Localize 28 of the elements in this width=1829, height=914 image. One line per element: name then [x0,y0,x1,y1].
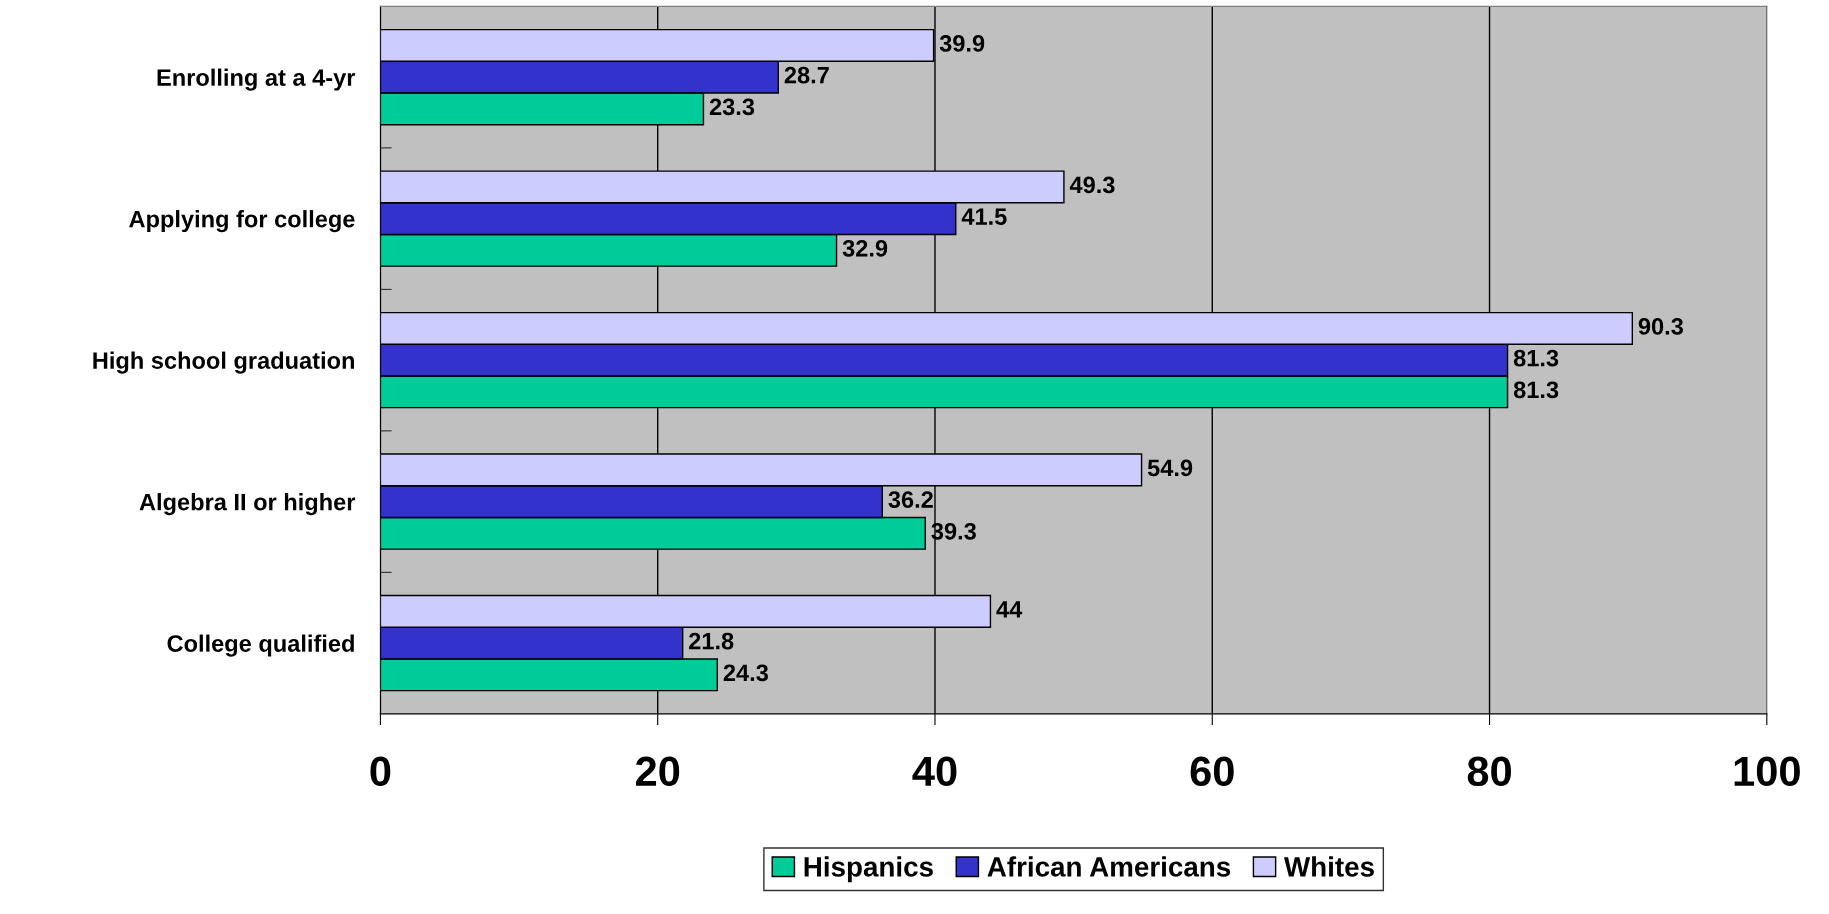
x-tick-label: 20 [635,756,680,787]
data-label: 28.7 [784,66,829,84]
x-tick-label: 80 [1467,756,1512,787]
data-label: 81.3 [1513,349,1559,367]
data-label: 90.3 [1638,318,1683,335]
legend-label: Hispanics [804,856,933,883]
data-label: 41.5 [961,208,1007,225]
data-label: 54.9 [1147,459,1193,477]
x-tick-label: 60 [1190,756,1234,787]
y-tick-label: Enrolling at a 4-yr [157,68,356,91]
y-tick-label: Applying for college [129,210,355,233]
data-label: 49.3 [1069,176,1115,194]
y-tick-label: Algebra II or higher [139,493,356,516]
y-tick-label: High school graduation [93,351,354,374]
x-tick-label: 40 [912,756,957,787]
legend-label: Whites [1284,856,1374,877]
data-label: 21.8 [689,632,734,650]
data-label: 24.3 [723,664,768,682]
data-label: 36.2 [888,491,933,508]
data-label: 39.9 [939,35,985,52]
x-tick-label: 0 [370,756,391,787]
x-tick-label: 100 [1734,756,1800,787]
data-label: 23.3 [709,98,755,116]
y-tick-label: College qualified [167,634,354,657]
data-label: 44 [996,601,1023,618]
data-label: 81.3 [1513,381,1559,399]
legend-label: African Americans [987,856,1231,877]
data-label: 32.9 [842,239,888,257]
